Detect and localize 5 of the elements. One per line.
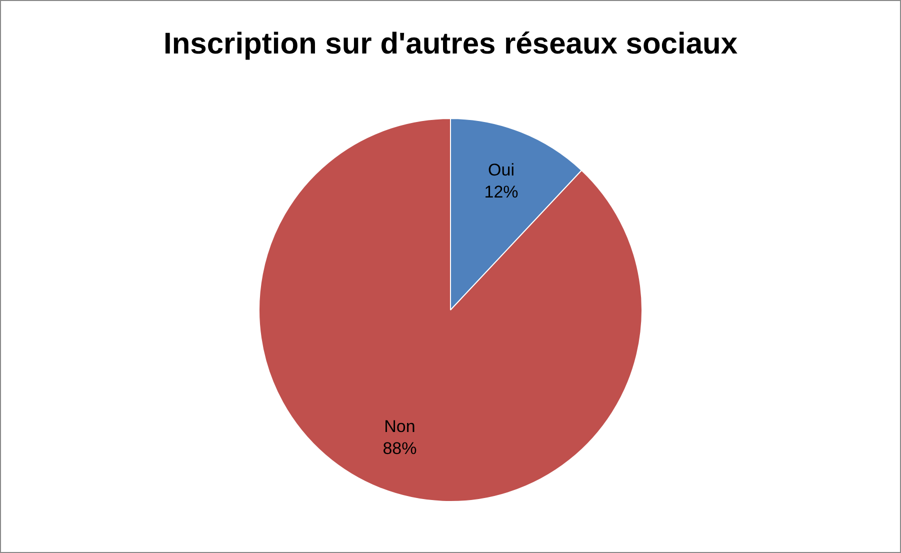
data-label: 12%	[484, 182, 518, 202]
slice-label: Non	[384, 416, 416, 436]
chart-title: Inscription sur d'autres réseaux sociaux	[163, 27, 738, 60]
data-label: 88%	[382, 438, 417, 458]
slice-label: Oui	[488, 160, 514, 180]
